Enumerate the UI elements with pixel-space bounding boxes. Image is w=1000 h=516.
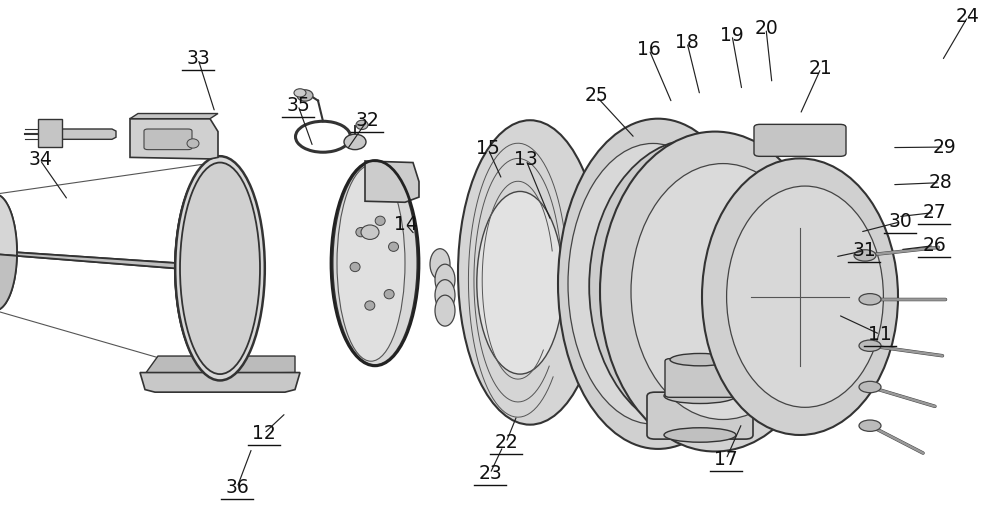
Ellipse shape <box>180 163 260 374</box>
Polygon shape <box>0 252 255 374</box>
FancyBboxPatch shape <box>144 129 192 150</box>
Ellipse shape <box>187 139 199 148</box>
Text: 20: 20 <box>754 19 778 38</box>
Text: 30: 30 <box>888 213 912 231</box>
Ellipse shape <box>435 264 455 295</box>
Ellipse shape <box>337 165 405 361</box>
Polygon shape <box>800 356 827 374</box>
Text: 13: 13 <box>514 151 538 169</box>
Ellipse shape <box>375 216 385 225</box>
Ellipse shape <box>175 163 255 374</box>
Text: 26: 26 <box>922 236 946 255</box>
FancyBboxPatch shape <box>754 124 846 156</box>
Ellipse shape <box>859 294 881 305</box>
Ellipse shape <box>664 428 736 442</box>
Polygon shape <box>800 191 827 209</box>
Polygon shape <box>40 129 116 139</box>
Text: 35: 35 <box>286 96 310 115</box>
Ellipse shape <box>702 158 898 435</box>
Text: 28: 28 <box>928 173 952 192</box>
Ellipse shape <box>727 186 883 407</box>
Text: 22: 22 <box>494 433 518 452</box>
Ellipse shape <box>435 280 455 311</box>
Text: 15: 15 <box>476 139 500 158</box>
Text: 21: 21 <box>809 59 833 77</box>
Ellipse shape <box>482 189 562 356</box>
Ellipse shape <box>430 249 450 280</box>
Polygon shape <box>140 373 300 392</box>
Text: 36: 36 <box>225 478 249 497</box>
Ellipse shape <box>384 289 394 299</box>
Ellipse shape <box>365 301 375 310</box>
Ellipse shape <box>589 139 801 433</box>
Ellipse shape <box>458 120 602 425</box>
Ellipse shape <box>477 191 563 374</box>
Polygon shape <box>365 161 419 202</box>
Ellipse shape <box>175 156 265 380</box>
Ellipse shape <box>558 119 758 449</box>
Polygon shape <box>145 356 295 374</box>
Polygon shape <box>770 217 822 259</box>
Text: 34: 34 <box>28 151 52 169</box>
Text: 33: 33 <box>186 50 210 68</box>
Text: 16: 16 <box>637 40 661 59</box>
Text: 24: 24 <box>956 7 980 26</box>
Ellipse shape <box>356 228 366 237</box>
Text: 25: 25 <box>584 87 608 105</box>
Ellipse shape <box>350 262 360 271</box>
Text: 12: 12 <box>252 424 276 443</box>
Ellipse shape <box>568 143 738 424</box>
FancyBboxPatch shape <box>665 359 735 397</box>
Text: 18: 18 <box>675 33 699 52</box>
Ellipse shape <box>332 161 418 365</box>
Ellipse shape <box>664 388 736 404</box>
Ellipse shape <box>297 90 313 101</box>
Ellipse shape <box>435 295 455 326</box>
FancyBboxPatch shape <box>647 392 753 439</box>
Ellipse shape <box>600 132 830 452</box>
Text: 17: 17 <box>714 450 738 469</box>
Ellipse shape <box>859 420 881 431</box>
Ellipse shape <box>854 250 876 261</box>
Polygon shape <box>0 163 255 268</box>
Ellipse shape <box>389 242 399 251</box>
Ellipse shape <box>631 164 815 420</box>
Ellipse shape <box>670 353 730 366</box>
Ellipse shape <box>0 194 17 311</box>
Polygon shape <box>38 119 62 147</box>
Text: 14: 14 <box>394 215 418 234</box>
Ellipse shape <box>344 134 366 150</box>
Text: 23: 23 <box>478 464 502 483</box>
Text: 11: 11 <box>868 325 892 344</box>
Polygon shape <box>130 119 218 159</box>
Text: 31: 31 <box>852 241 876 260</box>
Text: 29: 29 <box>932 138 956 156</box>
Text: 19: 19 <box>720 26 744 44</box>
Text: 27: 27 <box>922 203 946 222</box>
Polygon shape <box>130 114 218 119</box>
Ellipse shape <box>294 89 306 97</box>
Ellipse shape <box>859 381 881 393</box>
Ellipse shape <box>859 340 881 351</box>
Ellipse shape <box>361 225 379 239</box>
Ellipse shape <box>356 120 368 130</box>
Text: 32: 32 <box>355 111 379 130</box>
